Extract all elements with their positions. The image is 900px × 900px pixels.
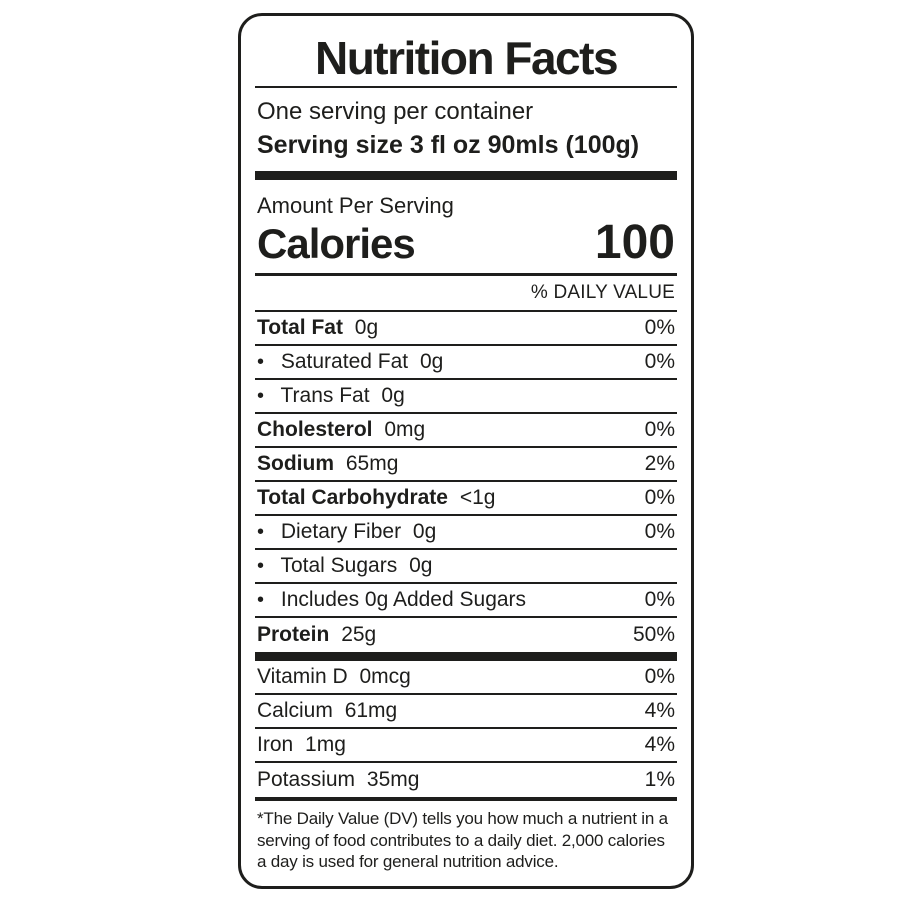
nutrient-name: Cholesterol xyxy=(257,418,373,442)
nutrient-name-group: Cholesterol 0mg xyxy=(257,418,425,442)
nutrient-amount: 0mg xyxy=(384,418,426,442)
micronutrient-row: Iron 1mg 4% xyxy=(255,729,677,764)
nutrient-name: Total Carbohydrate xyxy=(257,486,448,510)
nutrient-daily-value: 4% xyxy=(644,733,675,757)
nutrient-name: Vitamin D xyxy=(257,665,348,689)
nutrient-name: Saturated Fat xyxy=(280,350,409,374)
nutrient-amount: 0g xyxy=(412,520,437,544)
bullet-icon: • xyxy=(257,521,265,544)
nutrient-daily-value: 0% xyxy=(644,588,675,612)
divider-under-dv-header xyxy=(255,310,677,313)
nutrient-name-group: • Saturated Fat 0g xyxy=(257,350,443,374)
nutrient-name: Potassium xyxy=(257,768,356,792)
nutrient-name-group: Vitamin D 0mcg xyxy=(257,665,411,689)
nutrient-amount: 61mg xyxy=(344,699,398,723)
nutrient-row: • Includes 0g Added Sugars 0% xyxy=(255,584,677,619)
calories-label: Calories xyxy=(257,219,416,267)
nutrient-name: Total Sugars xyxy=(280,554,398,578)
nutrient-name-group: • Dietary Fiber 0g xyxy=(257,520,436,544)
nutrient-name-group: Protein 25g xyxy=(257,623,376,647)
nutrient-name-group: • Trans Fat 0g xyxy=(257,384,405,408)
nutrient-name-group: Iron 1mg xyxy=(257,733,346,757)
amount-per-serving-label: Amount Per Serving xyxy=(257,192,454,218)
nutrient-amount: 0g xyxy=(419,350,444,374)
nutrient-amount: 25g xyxy=(341,623,377,647)
nutrient-name: Sodium xyxy=(257,452,334,476)
bullet-icon: • xyxy=(257,385,265,408)
nutrient-row: • Total Sugars 0g xyxy=(255,550,677,585)
nutrient-amount: 1mg xyxy=(305,733,346,757)
nutrient-amount: 0g xyxy=(354,316,379,340)
nutrient-amount: 0mcg xyxy=(359,665,411,689)
nutrient-amount: 65mg xyxy=(345,452,399,476)
divider-above-footnote xyxy=(255,797,677,802)
divider-under-title xyxy=(255,86,677,89)
nutrient-name: Protein xyxy=(257,623,330,647)
nutrient-amount: 0g xyxy=(381,384,405,408)
micronutrient-row: Vitamin D 0mcg 0% xyxy=(255,661,677,696)
micronutrient-row: Calcium 61mg 4% xyxy=(255,695,677,730)
nutrient-daily-value: 4% xyxy=(644,699,675,723)
footnote-text: *The Daily Value (DV) tells you how much… xyxy=(257,809,668,872)
nutrient-daily-value: 0% xyxy=(644,418,675,442)
nutrient-name-group: Potassium 35mg xyxy=(257,768,419,792)
label-title: Nutrition Facts xyxy=(314,32,619,84)
nutrient-row: Total Carbohydrate <1g 0% xyxy=(255,482,677,517)
nutrient-name-group: Total Carbohydrate <1g xyxy=(257,486,495,510)
nutrient-name: Iron xyxy=(257,733,294,757)
nutrient-name-group: • Includes 0g Added Sugars xyxy=(257,588,532,612)
nutrient-name: Calcium xyxy=(257,699,333,723)
divider-under-calories xyxy=(255,273,677,277)
nutrient-name-group: Total Fat 0g xyxy=(257,316,378,340)
calories-row: Calories 100 xyxy=(257,215,675,269)
thick-divider-bottom xyxy=(255,652,677,662)
bullet-icon: • xyxy=(257,555,265,578)
nutrient-row: Protein 25g 50% xyxy=(255,618,677,652)
nutrient-daily-value: 0% xyxy=(644,350,675,374)
daily-value-header: % DAILY VALUE xyxy=(530,282,675,304)
nutrient-row: Sodium 65mg 2% xyxy=(255,448,677,483)
nutrient-amount: <1g xyxy=(459,486,496,510)
nutrient-rows: Total Fat 0g 0% • Saturated Fat 0g 0% • … xyxy=(255,312,677,652)
nutrition-facts-label: Nutrition Facts One serving per containe… xyxy=(238,13,694,889)
nutrient-amount: 35mg xyxy=(366,768,420,792)
nutrient-row: • Trans Fat 0g xyxy=(255,380,677,415)
nutrient-row: • Dietary Fiber 0g 0% xyxy=(255,516,677,551)
bullet-icon: • xyxy=(257,351,265,374)
micronutrient-rows: Vitamin D 0mcg 0% Calcium 61mg 4% Iron 1… xyxy=(255,661,677,797)
nutrient-daily-value: 0% xyxy=(644,316,675,340)
nutrient-row: Total Fat 0g 0% xyxy=(255,312,677,347)
nutrient-daily-value: 0% xyxy=(644,520,675,544)
nutrient-daily-value: 50% xyxy=(632,623,675,647)
calories-value: 100 xyxy=(594,215,675,269)
nutrient-row: • Saturated Fat 0g 0% xyxy=(255,346,677,381)
nutrient-name: Total Fat xyxy=(257,316,343,340)
thick-divider-top xyxy=(255,170,677,180)
nutrient-daily-value: 0% xyxy=(644,665,675,689)
nutrient-daily-value: 0% xyxy=(644,486,675,510)
micronutrient-row: Potassium 35mg 1% xyxy=(255,763,677,797)
nutrient-name-group: Sodium 65mg xyxy=(257,452,398,476)
nutrient-daily-value: 1% xyxy=(644,768,675,792)
nutrient-daily-value: 2% xyxy=(644,452,675,476)
nutrient-name: Dietary Fiber xyxy=(280,520,402,544)
serving-size: Serving size 3 fl oz 90mls (100g) xyxy=(257,131,640,160)
bullet-icon: • xyxy=(257,589,265,612)
nutrient-amount: 0g xyxy=(409,554,433,578)
nutrient-name: Trans Fat xyxy=(280,384,370,408)
nutrient-name: Includes 0g Added Sugars xyxy=(280,588,527,612)
nutrient-name-group: • Total Sugars 0g xyxy=(257,554,432,578)
servings-per-container: One serving per container xyxy=(257,98,534,126)
nutrient-row: Cholesterol 0mg 0% xyxy=(255,414,677,449)
nutrient-name-group: Calcium 61mg xyxy=(257,699,397,723)
